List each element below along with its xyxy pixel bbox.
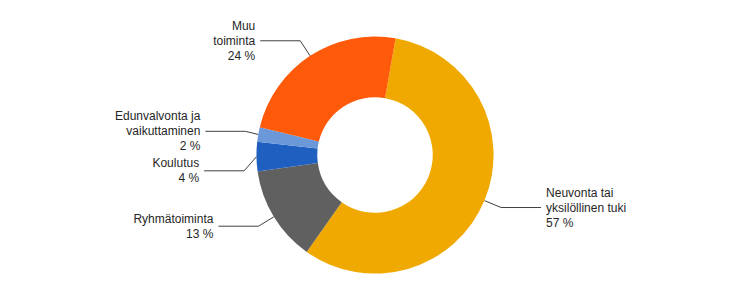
svg-text:Neuvonta tai: Neuvonta tai bbox=[546, 186, 613, 200]
svg-text:13 %: 13 % bbox=[186, 227, 214, 241]
svg-text:yksilöllinen tuki: yksilöllinen tuki bbox=[546, 201, 626, 215]
svg-text:24 %: 24 % bbox=[228, 49, 256, 63]
svg-text:57 %: 57 % bbox=[546, 216, 574, 230]
svg-text:2 %: 2 % bbox=[180, 139, 201, 153]
svg-text:Edunvalvonta ja: Edunvalvonta ja bbox=[115, 109, 201, 123]
svg-text:Muu: Muu bbox=[232, 19, 255, 33]
svg-text:Koulutus: Koulutus bbox=[152, 156, 199, 170]
svg-text:vaikuttaminen: vaikuttaminen bbox=[126, 124, 200, 138]
svg-text:Ryhmätoiminta: Ryhmätoiminta bbox=[133, 212, 213, 226]
svg-text:4 %: 4 % bbox=[178, 171, 199, 185]
svg-text:toiminta: toiminta bbox=[213, 34, 255, 48]
